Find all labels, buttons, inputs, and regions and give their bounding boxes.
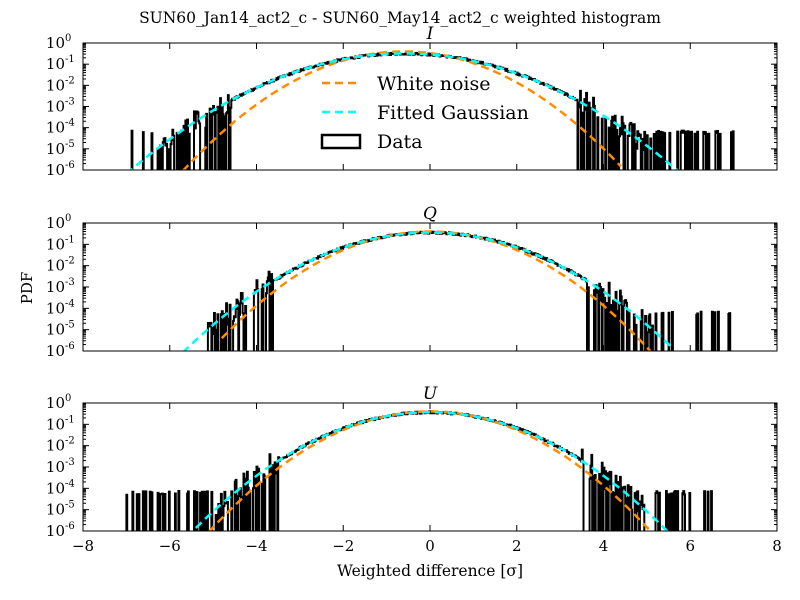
x-tick-label: −8 (72, 537, 94, 555)
x-tick-label: 4 (599, 537, 609, 555)
y-tick-exponent: -2 (65, 256, 75, 267)
y-tick-exponent: -6 (65, 341, 75, 352)
white-noise-curve-U (208, 410, 653, 531)
y-tick-exponent: -3 (65, 97, 75, 108)
subplot-title: U (423, 384, 438, 404)
y-tick-label: 10 (46, 119, 65, 137)
y-tick-exponent: 0 (65, 33, 71, 44)
y-tick-exponent: -5 (65, 139, 75, 150)
legend-label: White noise (377, 73, 491, 95)
y-tick-exponent: -4 (65, 478, 75, 489)
y-tick-exponent: 0 (65, 213, 71, 224)
y-tick-label: 10 (46, 321, 65, 339)
y-tick-exponent: -5 (65, 500, 75, 511)
x-tick-label: −6 (159, 537, 181, 555)
y-tick-label: 10 (46, 34, 65, 52)
figure-title: SUN60_Jan14_act2_c - SUN60_May14_act2_c … (139, 9, 661, 27)
x-tick-label: 8 (772, 537, 782, 555)
y-tick-exponent: -2 (65, 75, 75, 86)
y-tick-label: 10 (46, 278, 65, 296)
y-tick-exponent: -6 (65, 521, 75, 532)
y-tick-exponent: -3 (65, 457, 75, 468)
x-tick-label: 6 (685, 537, 695, 555)
y-tick-label: 10 (46, 98, 65, 116)
y-tick-label: 10 (46, 161, 65, 179)
y-tick-exponent: -1 (65, 54, 75, 65)
y-tick-exponent: -6 (65, 160, 75, 171)
y-tick-label: 10 (46, 479, 65, 497)
y-tick-label: 10 (46, 458, 65, 476)
x-axis-label: Weighted difference [σ] (336, 562, 524, 580)
y-tick-exponent: -1 (65, 234, 75, 245)
x-tick-label: 0 (425, 537, 435, 555)
y-tick-exponent: -4 (65, 298, 75, 309)
y-tick-exponent: -1 (65, 414, 75, 425)
legend-label: Data (377, 131, 423, 153)
y-tick-label: 10 (46, 214, 65, 232)
y-tick-label: 10 (46, 415, 65, 433)
x-tick-label: −4 (245, 537, 267, 555)
y-tick-label: 10 (46, 299, 65, 317)
fitted-gaussian-curve-I (129, 52, 679, 170)
y-tick-label: 10 (46, 140, 65, 158)
x-tick-label: −2 (332, 537, 354, 555)
fitted-gaussian-curve-Q (182, 231, 674, 351)
y-tick-label: 10 (46, 394, 65, 412)
legend-label: Fitted Gaussian (377, 102, 529, 124)
y-tick-exponent: -2 (65, 436, 75, 447)
y-tick-label: 10 (46, 437, 65, 455)
plot-area-I (129, 50, 735, 170)
y-tick-label: 10 (46, 55, 65, 73)
y-tick-label: 10 (46, 342, 65, 360)
y-tick-exponent: -5 (65, 320, 75, 331)
data-histogram-U (125, 410, 713, 531)
y-tick-label: 10 (46, 76, 65, 94)
y-tick-label: 10 (46, 235, 65, 253)
plot-area-U (125, 410, 713, 531)
subplot-title: I (426, 24, 434, 44)
y-tick-exponent: -3 (65, 277, 75, 288)
white-noise-curve-Q (220, 230, 652, 351)
y-tick-label: 10 (46, 522, 65, 540)
subplot-title: Q (423, 204, 437, 224)
y-tick-exponent: -4 (65, 118, 75, 129)
y-tick-label: 10 (46, 501, 65, 519)
data-histogram-Q (206, 230, 732, 351)
y-tick-label: 10 (46, 257, 65, 275)
y-tick-exponent: 0 (65, 393, 71, 404)
fitted-gaussian-curve-U (194, 410, 669, 531)
legend-swatch-data (320, 133, 362, 150)
plot-area-Q (182, 230, 732, 351)
x-tick-label: 2 (512, 537, 522, 555)
white-noise-curve-I (182, 50, 622, 170)
